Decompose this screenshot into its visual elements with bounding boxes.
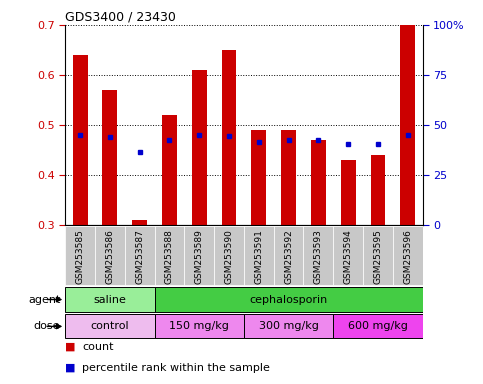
- Bar: [65, 287, 155, 312]
- Bar: [155, 226, 185, 285]
- Bar: [370, 155, 385, 225]
- Bar: [281, 130, 296, 225]
- Text: count: count: [82, 342, 114, 352]
- Bar: [333, 314, 423, 339]
- Text: GSM253593: GSM253593: [314, 230, 323, 285]
- Bar: [155, 287, 423, 312]
- Text: ■: ■: [65, 363, 76, 373]
- Bar: [162, 115, 177, 225]
- Text: GSM253596: GSM253596: [403, 230, 412, 285]
- Bar: [341, 160, 355, 225]
- Text: GSM253590: GSM253590: [225, 230, 233, 285]
- Bar: [185, 226, 214, 285]
- Bar: [244, 226, 274, 285]
- Text: cephalosporin: cephalosporin: [249, 295, 328, 305]
- Bar: [303, 226, 333, 285]
- Bar: [192, 70, 207, 225]
- Bar: [333, 226, 363, 285]
- Bar: [102, 90, 117, 225]
- Bar: [65, 314, 155, 339]
- Text: GSM253592: GSM253592: [284, 230, 293, 284]
- Bar: [363, 226, 393, 285]
- Bar: [155, 314, 244, 339]
- Text: GSM253589: GSM253589: [195, 230, 204, 285]
- Bar: [72, 55, 87, 225]
- Bar: [400, 25, 415, 225]
- Bar: [214, 226, 244, 285]
- Text: dose: dose: [34, 321, 60, 331]
- Text: agent: agent: [28, 295, 60, 305]
- Text: GSM253587: GSM253587: [135, 230, 144, 285]
- Text: GSM253585: GSM253585: [76, 230, 85, 285]
- Text: 600 mg/kg: 600 mg/kg: [348, 321, 408, 331]
- Text: GDS3400 / 23430: GDS3400 / 23430: [65, 11, 176, 24]
- Bar: [311, 140, 326, 225]
- Bar: [251, 130, 266, 225]
- Text: 150 mg/kg: 150 mg/kg: [170, 321, 229, 331]
- Text: GSM253591: GSM253591: [255, 230, 263, 285]
- Bar: [132, 220, 147, 225]
- Bar: [65, 226, 95, 285]
- Bar: [95, 226, 125, 285]
- Text: GSM253595: GSM253595: [373, 230, 383, 285]
- Text: GSM253594: GSM253594: [344, 230, 353, 284]
- Text: control: control: [91, 321, 129, 331]
- Bar: [393, 226, 423, 285]
- Bar: [125, 226, 155, 285]
- Bar: [222, 50, 237, 225]
- Bar: [244, 314, 333, 339]
- Text: saline: saline: [93, 295, 127, 305]
- Text: GSM253588: GSM253588: [165, 230, 174, 285]
- Bar: [274, 226, 303, 285]
- Text: percentile rank within the sample: percentile rank within the sample: [82, 363, 270, 373]
- Text: 300 mg/kg: 300 mg/kg: [259, 321, 318, 331]
- Text: GSM253586: GSM253586: [105, 230, 114, 285]
- Text: ■: ■: [65, 342, 76, 352]
